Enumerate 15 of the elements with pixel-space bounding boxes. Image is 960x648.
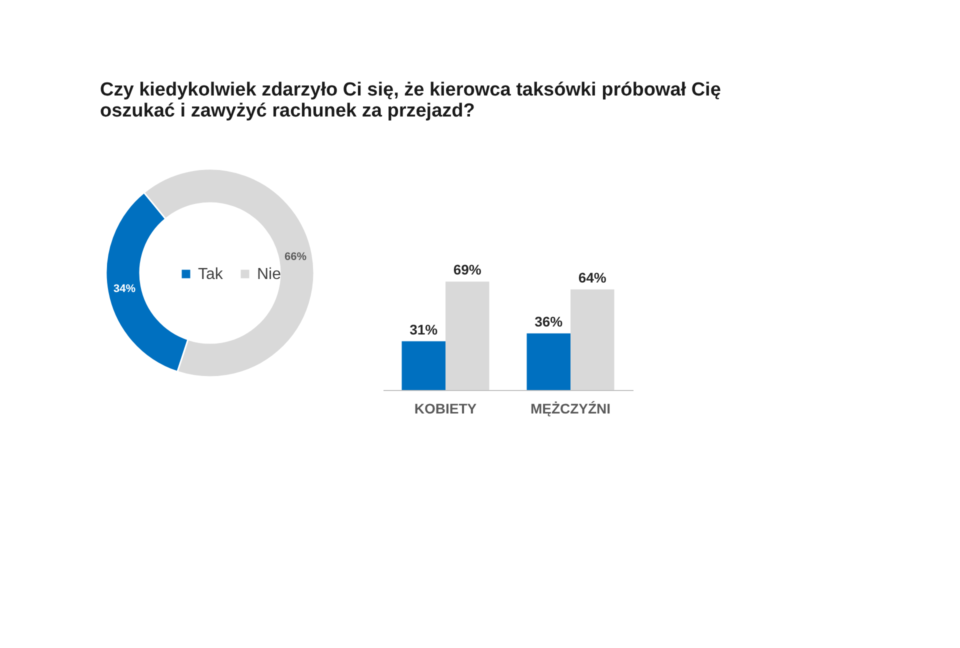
- x-tick-label: MĘŻCZYŹNI: [530, 400, 611, 416]
- bar: [402, 341, 446, 390]
- data-label: 36%: [534, 313, 564, 330]
- data-label: 64%: [578, 269, 607, 286]
- legend-label: Tak: [198, 266, 224, 283]
- bar: [446, 282, 490, 390]
- x-tick-label: KOBIETY: [414, 400, 478, 416]
- data-label: 69%: [453, 262, 482, 278]
- legend-label: Nie: [257, 266, 282, 283]
- bar: [570, 289, 614, 390]
- text: Czy kiedykolwiek zdarzyło Ci się, że kierowca taksówki próbował Cię oszukać i zawyżyć rachunek za przejazd?: [100, 79, 721, 122]
- data-label: 66%: [284, 251, 307, 264]
- bar: [526, 333, 570, 390]
- data-label: 31%: [410, 321, 438, 338]
- data-label: 34%: [113, 282, 136, 295]
